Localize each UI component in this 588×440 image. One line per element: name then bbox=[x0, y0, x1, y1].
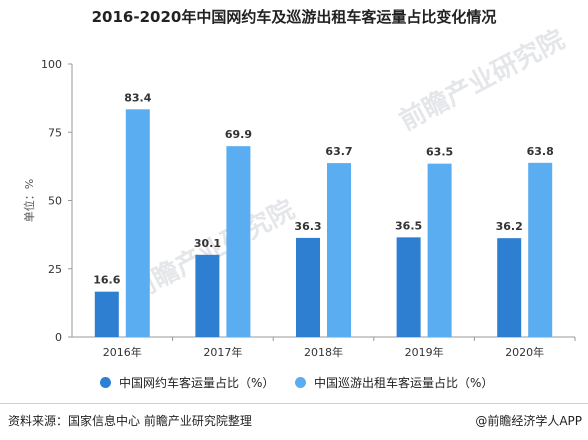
data-label: 63.7 bbox=[325, 145, 352, 158]
bar-taxi bbox=[125, 109, 150, 338]
brand-credit: @前瞻经济学人APP bbox=[475, 414, 582, 428]
legend-label: 中国巡游出租车客运量占比（%） bbox=[314, 376, 494, 390]
y-tick-label: 25 bbox=[48, 263, 62, 276]
data-label: 30.1 bbox=[194, 237, 221, 250]
legend-swatch bbox=[295, 377, 306, 388]
footer-divider bbox=[0, 403, 588, 404]
y-axis-title: 单位：% bbox=[22, 179, 36, 222]
data-label: 36.2 bbox=[496, 220, 523, 233]
source-note: 资料来源：国家信息中心 前瞻产业研究院整理 bbox=[8, 414, 252, 428]
data-label: 69.9 bbox=[225, 128, 252, 141]
data-label: 63.5 bbox=[426, 146, 453, 159]
legend-item-ride-hailing: 中国网约车客运量占比（%） bbox=[100, 374, 274, 391]
bar-ride-hailing bbox=[396, 237, 421, 337]
data-label: 83.4 bbox=[124, 91, 151, 104]
legend: 中国网约车客运量占比（%） 中国巡游出租车客运量占比（%） bbox=[0, 374, 588, 394]
data-label: 16.6 bbox=[93, 274, 120, 287]
x-tick-label: 2016年 bbox=[103, 345, 142, 359]
y-tick-label: 50 bbox=[48, 195, 62, 208]
x-tick-label: 2020年 bbox=[505, 345, 544, 359]
bar-taxi bbox=[226, 146, 251, 337]
x-tick-label: 2019年 bbox=[405, 345, 444, 359]
legend-swatch bbox=[100, 377, 111, 388]
data-label: 36.5 bbox=[395, 219, 422, 232]
legend-item-taxi: 中国巡游出租车客运量占比（%） bbox=[295, 374, 493, 391]
chart-title: 2016-2020年中国网约车及巡游出租车客运量占比变化情况 bbox=[91, 8, 497, 26]
bar-ride-hailing bbox=[497, 238, 522, 337]
data-label: 36.3 bbox=[294, 220, 321, 233]
bar-taxi bbox=[528, 162, 553, 337]
bar-taxi bbox=[327, 163, 351, 337]
y-tick-label: 100 bbox=[41, 58, 62, 71]
y-tick-label: 75 bbox=[48, 126, 62, 139]
bar-taxi bbox=[427, 163, 452, 337]
bar-ride-hailing bbox=[195, 254, 220, 337]
x-tick-label: 2017年 bbox=[203, 345, 242, 359]
legend-label: 中国网约车客运量占比（%） bbox=[119, 376, 275, 390]
y-tick-label: 0 bbox=[55, 331, 62, 344]
bar-ride-hailing bbox=[296, 237, 320, 337]
bar-chart: 0 25 50 75 100 单位：% 2016年 16.6 83.4 2017年 30.1 69.9… bbox=[22, 58, 576, 359]
x-tick-label: 2018年 bbox=[304, 345, 343, 359]
data-label: 63.8 bbox=[527, 145, 554, 158]
bar-ride-hailing bbox=[94, 291, 119, 337]
